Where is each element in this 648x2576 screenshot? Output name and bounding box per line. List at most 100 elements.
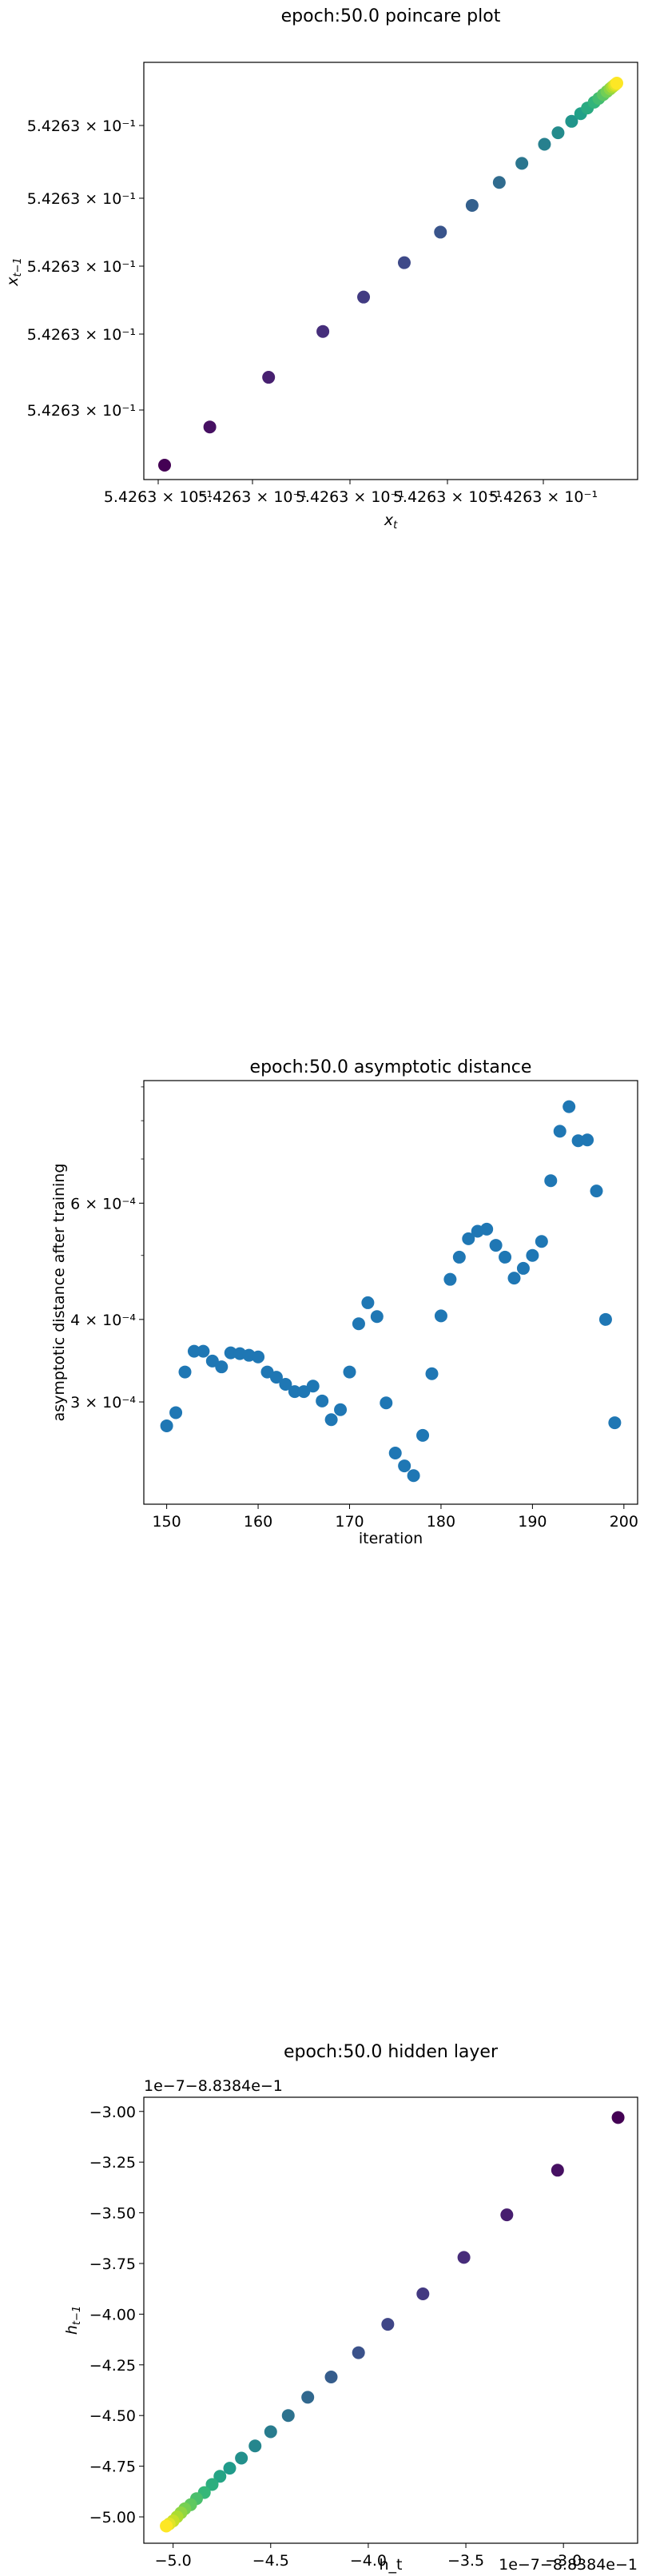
- chart3-point: [301, 2391, 315, 2404]
- chart3-point: [551, 2164, 564, 2177]
- chart1-point: [357, 290, 371, 304]
- chart3-x-tick-label: −3.5: [447, 2552, 484, 2570]
- chart2-point: [215, 1360, 229, 1374]
- chart3-x-ticks: −5.0 −4.5 −4.0 −3.5 −3.0: [155, 2543, 582, 2570]
- chart2-point: [352, 1317, 365, 1331]
- chart2-plot-area: [143, 1080, 638, 1505]
- chart1-point: [203, 420, 217, 434]
- chart3-y-tick-label: −4.00: [89, 2306, 136, 2323]
- chart1-point: [551, 126, 565, 140]
- chart2-point: [571, 1134, 585, 1148]
- chart3-point: [352, 2346, 365, 2359]
- chart3-plot-area: [143, 2096, 638, 2544]
- chart2-point: [590, 1184, 603, 1198]
- chart3-y-tick-label: −4.75: [89, 2459, 136, 2476]
- chart3-y-ticks: −3.00 −3.25 −3.50 −3.75 −4.00 −4.25 −4.50 −4.75…: [89, 2104, 144, 2526]
- chart2-point: [343, 1365, 356, 1379]
- chart3-point: [223, 2462, 237, 2475]
- chart3-x-tick-label: −4.0: [350, 2552, 387, 2570]
- chart2-y-tick-label: 6 × 10⁻⁴: [70, 1195, 136, 1212]
- chart2-points: [160, 1100, 622, 1483]
- chart2-point: [407, 1469, 420, 1483]
- chart2-point: [526, 1248, 539, 1262]
- chart1-y-tick-label: 5.4263 × 10⁻¹: [27, 190, 136, 208]
- chart2-x-tick-label: 200: [610, 1513, 638, 1531]
- chart2-y-tick-label: 3 × 10⁻⁴: [70, 1394, 136, 1411]
- chart3-x-tick-label: −4.5: [252, 2552, 289, 2570]
- chart2-x-tick-label: 170: [335, 1513, 364, 1531]
- chart1-x-tick-label: 5.4263 × 10⁻¹: [489, 488, 598, 506]
- chart2-point: [563, 1100, 576, 1113]
- chart2-point: [398, 1459, 411, 1473]
- chart2-point: [425, 1367, 439, 1380]
- chart3-y-tick-label: −4.50: [89, 2407, 136, 2425]
- chart3-point: [324, 2371, 338, 2384]
- chart2-point: [507, 1272, 521, 1285]
- chart1-y-tick-label: 5.4263 × 10⁻¹: [27, 326, 136, 344]
- chart2-x-label: iteration: [359, 1530, 423, 1547]
- chart2-point: [205, 1354, 219, 1368]
- chart1-point: [565, 114, 578, 128]
- chart2-point: [499, 1250, 512, 1264]
- chart2-point: [462, 1232, 475, 1245]
- chart1-point: [515, 157, 529, 170]
- chart3-title: epoch:50.0 hidden layer: [284, 2042, 499, 2062]
- chart1-x-ticks: 5.4263 × 10⁻¹5.4263 × 10⁻¹5.4263 × 10⁻¹5…: [104, 480, 598, 506]
- chart2-point: [279, 1378, 292, 1392]
- chart3-y-tick-label: −4.25: [89, 2357, 136, 2375]
- chart1-point: [610, 77, 623, 90]
- chart2-point: [553, 1125, 567, 1138]
- chart1-point: [538, 137, 551, 151]
- chart3-point: [160, 2519, 173, 2533]
- chart3-y-tick-label: −3.00: [89, 2104, 136, 2121]
- chart3-point: [264, 2425, 277, 2439]
- chart1-y-tick-label: 5.4263 × 10⁻¹: [27, 117, 136, 135]
- chart3-x-tick-label: −3.0: [545, 2552, 582, 2570]
- chart3-point: [457, 2251, 471, 2264]
- chart3-x-tick-label: −5.0: [155, 2552, 192, 2570]
- chart2-point: [169, 1406, 183, 1419]
- chart3-points: [160, 2111, 625, 2533]
- chart1-y-label: xt−1: [4, 257, 24, 287]
- chart1-y-tick-label: 5.4263 × 10⁻¹: [27, 258, 136, 276]
- chart3-point: [205, 2478, 219, 2491]
- chart2-point: [608, 1416, 622, 1430]
- chart2-x-ticks: 150 160 170 180 190 200: [152, 1504, 638, 1531]
- chart2-point: [252, 1350, 265, 1364]
- chart3-y-tick-label: −3.25: [89, 2154, 136, 2172]
- chart1-point: [316, 324, 330, 338]
- chart3-point: [213, 2470, 227, 2483]
- chart1-point: [158, 459, 171, 472]
- chart3-point: [381, 2318, 395, 2331]
- chart2-point: [535, 1235, 548, 1248]
- chart3-point: [611, 2111, 625, 2124]
- chart2-point: [224, 1346, 237, 1360]
- chart2-point: [443, 1272, 457, 1286]
- hidden-layer-chart: epoch:50.0 hidden layer 1e−7−8.8384e−1 −…: [63, 2042, 638, 2574]
- chart2-point: [178, 1365, 192, 1379]
- chart2-x-tick-label: 160: [244, 1513, 272, 1531]
- chart3-point: [248, 2439, 262, 2453]
- chart2-point: [516, 1261, 530, 1275]
- chart2-point: [388, 1447, 402, 1460]
- chart3-y-tick-label: −3.50: [89, 2205, 136, 2223]
- chart2-point: [187, 1344, 201, 1358]
- chart2-point: [269, 1371, 283, 1384]
- chart2-point: [480, 1222, 494, 1236]
- chart3-point: [281, 2409, 295, 2423]
- chart3-point: [500, 2208, 514, 2222]
- chart2-point: [160, 1419, 173, 1432]
- chart2-point: [544, 1174, 558, 1188]
- chart2-point: [598, 1312, 612, 1326]
- chart2-x-tick-label: 190: [518, 1513, 547, 1531]
- asymptotic-distance-chart: epoch:50.0 asymptotic distance 3 × 10⁻⁴ 4…: [50, 1057, 638, 1547]
- chart1-points: [158, 77, 623, 472]
- chart2-x-tick-label: 180: [427, 1513, 455, 1531]
- chart2-point: [434, 1309, 447, 1323]
- chart1-point: [397, 256, 411, 269]
- chart1-title: epoch:50.0 poincare plot: [281, 6, 501, 26]
- chart1-x-tick-label: 5.4263 × 10⁻¹: [393, 488, 502, 506]
- chart2-point: [416, 1428, 430, 1442]
- chart1-x-tick-label: 5.4263 × 10⁻¹: [296, 488, 404, 506]
